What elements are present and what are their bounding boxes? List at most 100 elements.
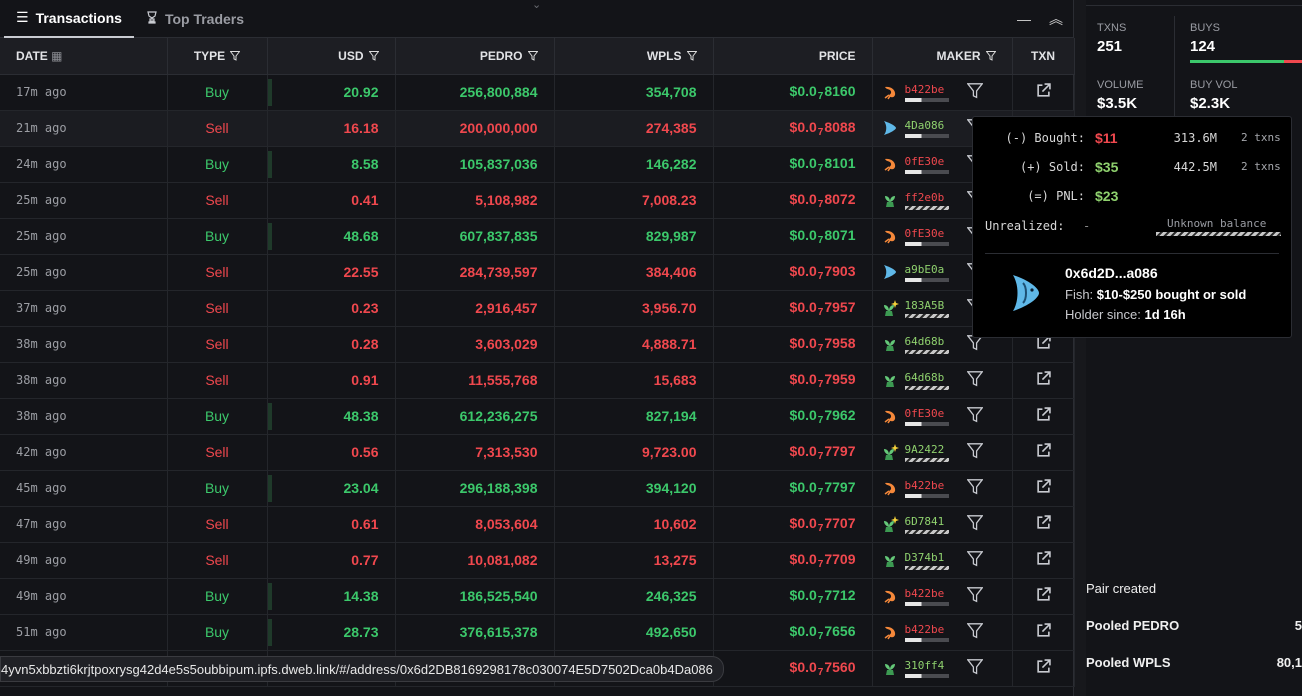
maker-id[interactable]: b422be bbox=[904, 83, 949, 102]
tx-pedro: 10,081,082 bbox=[395, 542, 555, 579]
external-link-icon[interactable] bbox=[1036, 407, 1051, 425]
col-usd[interactable]: USD bbox=[267, 38, 396, 75]
external-link-icon[interactable] bbox=[1036, 479, 1051, 497]
maker-id[interactable]: a9bE0a bbox=[904, 263, 949, 282]
filter-icon[interactable] bbox=[965, 586, 984, 606]
tx-type: Buy bbox=[167, 398, 268, 435]
maker-id[interactable]: 310ff4 bbox=[904, 659, 949, 678]
col-maker[interactable]: MAKER bbox=[872, 38, 1013, 75]
maker-id[interactable]: b422be bbox=[904, 623, 949, 642]
external-link-icon[interactable] bbox=[1036, 83, 1051, 101]
tx-link[interactable] bbox=[1012, 542, 1075, 579]
tx-maker[interactable]: b422be bbox=[872, 74, 1013, 111]
external-link-icon[interactable] bbox=[1036, 371, 1051, 389]
tx-link[interactable] bbox=[1012, 506, 1075, 543]
collapse-icon[interactable]: ︽ bbox=[1049, 11, 1063, 27]
table-row[interactable]: 42m ago Sell 0.56 7,313,530 9,723.00 $0.… bbox=[0, 434, 1075, 471]
maker-id[interactable]: 9A2422 bbox=[904, 443, 949, 462]
filter-icon[interactable] bbox=[965, 658, 984, 678]
col-txn: TXN bbox=[1012, 38, 1075, 75]
table-row[interactable]: 37m ago Sell 0.23 2,916,457 3,956.70 $0.… bbox=[0, 290, 1075, 327]
tx-date: 47m ago bbox=[0, 506, 168, 543]
maker-id[interactable]: b422be bbox=[904, 587, 949, 606]
col-pedro[interactable]: PEDRO bbox=[395, 38, 555, 75]
external-link-icon[interactable] bbox=[1036, 587, 1051, 605]
tx-link[interactable] bbox=[1012, 650, 1075, 687]
tx-link[interactable] bbox=[1012, 74, 1075, 111]
tx-link[interactable] bbox=[1012, 614, 1075, 651]
tx-link[interactable] bbox=[1012, 470, 1075, 507]
maker-id[interactable]: 0fE30e bbox=[904, 155, 949, 174]
external-link-icon[interactable] bbox=[1036, 551, 1051, 569]
tx-maker[interactable]: 9A2422 bbox=[872, 434, 1013, 471]
drag-handle-icon[interactable]: ⌄ bbox=[532, 0, 542, 11]
filter-icon[interactable] bbox=[965, 82, 984, 102]
tab-top-traders[interactable]: Top Traders bbox=[134, 0, 256, 38]
external-link-icon[interactable] bbox=[1036, 335, 1051, 353]
table-row[interactable]: 25m ago Sell 0.41 5,108,982 7,008.23 $0.… bbox=[0, 182, 1075, 219]
maker-id[interactable]: 4Da086 bbox=[904, 119, 949, 138]
table-row[interactable]: 25m ago Buy 48.68 607,837,835 829,987 $0… bbox=[0, 218, 1075, 255]
tx-maker[interactable]: D374b1 bbox=[872, 542, 1013, 579]
tx-link[interactable] bbox=[1012, 362, 1075, 399]
filter-icon[interactable] bbox=[965, 514, 984, 534]
maker-id[interactable]: ff2e0b bbox=[904, 191, 949, 210]
maker-id[interactable]: 6D7841 bbox=[904, 515, 949, 534]
tx-link[interactable] bbox=[1012, 398, 1075, 435]
maker-id[interactable]: 64d68b bbox=[904, 371, 949, 390]
filter-icon[interactable] bbox=[230, 50, 241, 61]
table-row[interactable]: 24m ago Buy 8.58 105,837,036 146,282 $0.… bbox=[0, 146, 1075, 183]
table-row[interactable]: 45m ago Buy 23.04 296,188,398 394,120 $0… bbox=[0, 470, 1075, 507]
maker-id[interactable]: 0fE30e bbox=[904, 227, 949, 246]
txns-stat: TXNS 251 bbox=[1097, 22, 1127, 55]
filter-icon[interactable] bbox=[965, 550, 984, 570]
tx-link[interactable] bbox=[1012, 434, 1075, 471]
tx-maker[interactable]: b422be bbox=[872, 470, 1013, 507]
minimize-icon[interactable]: — bbox=[1017, 11, 1031, 27]
filter-icon[interactable] bbox=[965, 406, 984, 426]
table-row[interactable]: 38m ago Buy 48.38 612,236,275 827,194 $0… bbox=[0, 398, 1075, 435]
col-wpls[interactable]: WPLS bbox=[554, 38, 714, 75]
table-row[interactable]: 47m ago Sell 0.61 8,053,604 10,602 $0.07… bbox=[0, 506, 1075, 543]
filter-icon[interactable] bbox=[965, 478, 984, 498]
table-row[interactable]: 17m ago Buy 20.92 256,800,884 354,708 $0… bbox=[0, 74, 1075, 111]
tx-wpls: 394,120 bbox=[554, 470, 714, 507]
filter-icon[interactable] bbox=[965, 622, 984, 642]
external-link-icon[interactable] bbox=[1036, 623, 1051, 641]
table-row[interactable]: 38m ago Sell 0.91 11,555,768 15,683 $0.0… bbox=[0, 362, 1075, 399]
table-row[interactable]: 25m ago Sell 22.55 284,739,597 384,406 $… bbox=[0, 254, 1075, 291]
col-date[interactable]: DATE ▦ bbox=[0, 38, 168, 75]
maker-id[interactable]: 183A5B bbox=[904, 299, 949, 318]
maker-id[interactable]: D374b1 bbox=[904, 551, 949, 570]
tx-pedro: 3,603,029 bbox=[395, 326, 555, 363]
col-type[interactable]: TYPE bbox=[167, 38, 268, 75]
tab-transactions[interactable]: ☰ Transactions bbox=[4, 0, 134, 38]
table-row[interactable]: 38m ago Sell 0.28 3,603,029 4,888.71 $0.… bbox=[0, 326, 1075, 363]
tx-maker[interactable]: 64d68b bbox=[872, 362, 1013, 399]
filter-icon[interactable] bbox=[368, 50, 379, 61]
tx-date: 42m ago bbox=[0, 434, 168, 471]
shrimp-icon bbox=[881, 623, 899, 641]
external-link-icon[interactable] bbox=[1036, 515, 1051, 533]
table-row[interactable]: 21m ago Sell 16.18 200,000,000 274,385 $… bbox=[0, 110, 1075, 147]
maker-id[interactable]: 0fE30e bbox=[904, 407, 949, 426]
filter-icon[interactable] bbox=[965, 442, 984, 462]
filter-icon[interactable] bbox=[985, 50, 996, 61]
filter-icon[interactable] bbox=[965, 370, 984, 390]
external-link-icon[interactable] bbox=[1036, 443, 1051, 461]
tx-maker[interactable]: b422be bbox=[872, 614, 1013, 651]
maker-id[interactable]: 64d68b bbox=[904, 335, 949, 354]
table-row[interactable]: 51m ago Buy 28.73 376,615,378 492,650 $0… bbox=[0, 614, 1075, 651]
tx-maker[interactable]: b422be bbox=[872, 578, 1013, 615]
tx-maker[interactable]: 0fE30e bbox=[872, 398, 1013, 435]
tx-maker[interactable]: 310ff4 bbox=[872, 650, 1013, 687]
table-row[interactable]: 49m ago Buy 14.38 186,525,540 246,325 $0… bbox=[0, 578, 1075, 615]
maker-id[interactable]: b422be bbox=[904, 479, 949, 498]
filter-icon[interactable] bbox=[686, 50, 697, 61]
tx-link[interactable] bbox=[1012, 578, 1075, 615]
table-row[interactable]: 49m ago Sell 0.77 10,081,082 13,275 $0.0… bbox=[0, 542, 1075, 579]
tx-maker[interactable]: 6D7841 bbox=[872, 506, 1013, 543]
calendar-icon[interactable]: ▦ bbox=[51, 48, 63, 63]
filter-icon[interactable] bbox=[527, 50, 538, 61]
external-link-icon[interactable] bbox=[1036, 659, 1051, 677]
